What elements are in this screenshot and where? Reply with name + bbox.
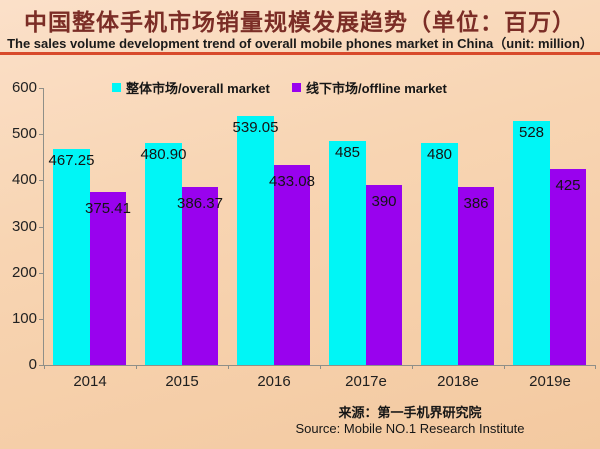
x-axis-category-label: 2016 (257, 373, 291, 390)
y-axis-tick-label: 300 (11, 217, 37, 235)
bar-value-label: 433.08 (269, 173, 315, 191)
bar-value-label: 386.37 (177, 194, 223, 212)
bar-offline-2017e (366, 184, 402, 365)
bar-value-label: 390 (371, 192, 397, 210)
legend-item-offline-market: 线下市场/offline market (292, 80, 447, 96)
y-axis-tick-label: 100 (11, 309, 37, 327)
x-axis-tick-mark (228, 365, 229, 369)
bar-offline-2014 (90, 191, 126, 365)
bar-value-label: 467.25 (48, 152, 95, 170)
y-axis-tick-label: 600 (11, 79, 37, 96)
x-axis-category-label: 2017e (345, 373, 387, 390)
bar-chart-plot-area: 0 100 200 300 400 500 600 467.25 375.41 2014 480.9… (12, 79, 596, 390)
x-axis-category-label: 2015 (165, 373, 199, 390)
overall-market-swatch-icon (112, 83, 121, 92)
y-axis-tick-mark (39, 318, 44, 320)
y-axis-tick-label: 400 (11, 171, 37, 189)
bar-value-label: 480 (426, 146, 453, 164)
bar-overall-2014 (53, 149, 90, 365)
bar-offline-2019e (550, 168, 586, 365)
x-axis-tick-mark (412, 365, 413, 369)
bar-overall-2015 (145, 143, 182, 365)
bar-value-label: 528 (518, 124, 545, 142)
legend-label-offline: 线下市场/offline market (306, 81, 447, 96)
bar-offline-2015 (182, 186, 218, 365)
bar-overall-2016 (237, 116, 274, 365)
legend-label-overall: 整体市场/overall market (126, 81, 270, 96)
bar-overall-2017e (329, 141, 366, 365)
offline-market-swatch-icon (292, 83, 301, 92)
y-axis-tick-mark (39, 272, 44, 274)
bar-value-label: 375.41 (85, 199, 131, 217)
x-axis-tick-mark (136, 365, 137, 369)
bar-value-label: 539.05 (232, 119, 279, 137)
legend-item-overall-market: 整体市场/overall market (112, 80, 270, 96)
y-axis-tick-label: 0 (28, 356, 37, 373)
bar-value-label: 386 (463, 194, 489, 212)
x-axis-tick-mark (320, 365, 321, 369)
bar-value-label: 480.90 (140, 145, 187, 163)
x-axis-category-label: 2019e (529, 373, 571, 390)
y-axis-tick-mark (39, 226, 44, 228)
bar-offline-2018e (458, 186, 494, 365)
y-axis-tick-mark (39, 134, 44, 136)
source-note: 来源：第一手机界研究院 Source: Mobile NO.1 Research… (290, 405, 530, 437)
y-axis-tick-mark (39, 180, 44, 182)
y-axis-tick-mark (39, 88, 44, 89)
y-axis-tick-label: 200 (11, 263, 37, 281)
y-axis-tick-label: 500 (11, 125, 37, 143)
y-axis-tick-mark (39, 365, 44, 366)
title-divider (0, 52, 600, 55)
x-axis-category-label: 2018e (437, 373, 479, 390)
page-title: 中国整体手机市场销量规模发展趋势（单位：百万） (24, 10, 576, 35)
x-axis-tick-mark (595, 365, 596, 369)
bar-value-label: 485 (334, 144, 361, 162)
bar-offline-2016 (274, 165, 310, 365)
x-axis-tick-mark (504, 365, 505, 369)
bar-overall-2018e (421, 143, 458, 365)
page-subtitle: The sales volume development trend of ov… (7, 36, 593, 51)
bar-overall-2019e (513, 121, 550, 365)
x-axis-category-label: 2014 (73, 373, 107, 390)
bar-value-label: 425 (555, 176, 581, 194)
x-axis-tick-mark (44, 365, 45, 369)
source-line-en: Source: Mobile NO.1 Research Institute (295, 421, 525, 436)
source-line-cn: 来源：第一手机界研究院 (338, 405, 482, 420)
